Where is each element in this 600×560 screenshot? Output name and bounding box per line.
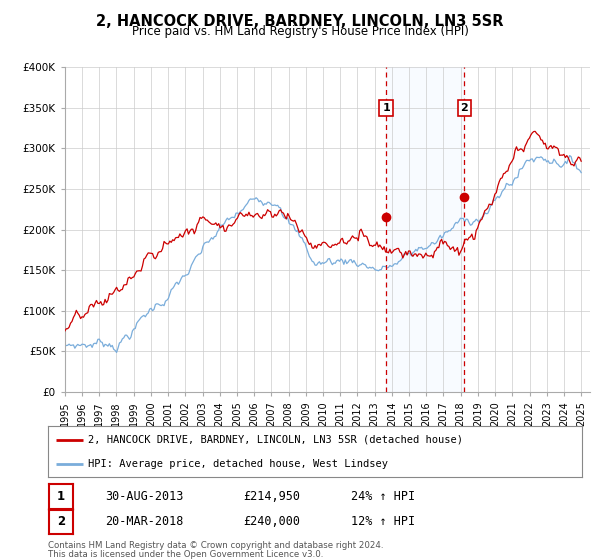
Text: 2, HANCOCK DRIVE, BARDNEY, LINCOLN, LN3 5SR: 2, HANCOCK DRIVE, BARDNEY, LINCOLN, LN3 …: [96, 14, 504, 29]
Text: 1: 1: [57, 490, 65, 503]
Text: £214,950: £214,950: [243, 490, 300, 503]
Text: Contains HM Land Registry data © Crown copyright and database right 2024.: Contains HM Land Registry data © Crown c…: [48, 541, 383, 550]
Text: 20-MAR-2018: 20-MAR-2018: [105, 515, 184, 529]
Text: 30-AUG-2013: 30-AUG-2013: [105, 490, 184, 503]
Text: Price paid vs. HM Land Registry's House Price Index (HPI): Price paid vs. HM Land Registry's House …: [131, 25, 469, 38]
Text: HPI: Average price, detached house, West Lindsey: HPI: Average price, detached house, West…: [88, 459, 388, 469]
Text: 24% ↑ HPI: 24% ↑ HPI: [351, 490, 415, 503]
Bar: [386, 67, 464, 392]
Text: 2: 2: [461, 103, 469, 113]
Text: 2, HANCOCK DRIVE, BARDNEY, LINCOLN, LN3 5SR (detached house): 2, HANCOCK DRIVE, BARDNEY, LINCOLN, LN3 …: [88, 435, 463, 445]
Text: 12% ↑ HPI: 12% ↑ HPI: [351, 515, 415, 529]
Text: 2: 2: [57, 515, 65, 529]
Text: This data is licensed under the Open Government Licence v3.0.: This data is licensed under the Open Gov…: [48, 550, 323, 559]
Text: 1: 1: [382, 103, 390, 113]
Text: £240,000: £240,000: [243, 515, 300, 529]
